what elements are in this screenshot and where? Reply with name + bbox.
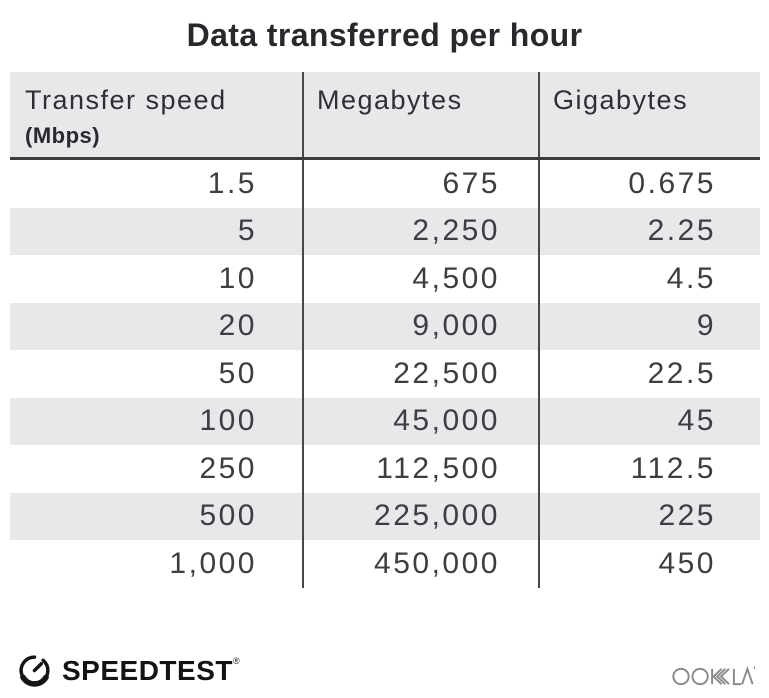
footer: SPEEDTEST® (0, 642, 769, 698)
ookla-wordmark-icon (672, 665, 756, 686)
speedtest-wordmark: SPEEDTEST® (62, 654, 240, 686)
table-body: 1.5 675 0.675 5 2,250 2.25 10 4,500 4.5 … (10, 160, 760, 588)
header-label: Transfer speed (25, 85, 227, 115)
cell-megabytes: 450,000 (302, 540, 538, 588)
speedtest-gauge-icon (19, 655, 50, 687)
cell-gigabytes: 22.5 (538, 350, 760, 398)
cell-gigabytes: 0.675 (538, 160, 760, 208)
cell-speed: 250 (199, 451, 257, 485)
data-table: Transfer speed (Mbps) Megabytes Gigabyte… (10, 72, 760, 588)
cell-megabytes: 22,500 (302, 350, 538, 398)
cell-megabytes: 9,000 (302, 302, 538, 350)
cell-megabytes: 225,000 (302, 492, 538, 540)
header-sublabel-mbps: (Mbps) (25, 123, 101, 148)
cell-gigabytes: 45 (538, 397, 760, 445)
speedtest-label: SPEEDTEST (62, 654, 233, 686)
cell-speed: 1.5 (207, 166, 257, 200)
speedtest-logo: SPEEDTEST® (16, 652, 240, 689)
cell-megabytes: 45,000 (302, 397, 538, 445)
header-label: Megabytes (317, 85, 463, 115)
header-cell-gigabytes: Gigabytes (538, 72, 760, 157)
ookla-logo (672, 662, 756, 688)
cell-megabytes: 2,250 (302, 207, 538, 255)
header-label: Gigabytes (553, 85, 689, 115)
header-cell-megabytes: Megabytes (302, 72, 538, 157)
table-row: 500 225,000 225 (10, 492, 760, 540)
cell-speed: 50 (218, 356, 257, 390)
cell-gigabytes: 225 (538, 492, 760, 540)
cell-speed: 10 (218, 261, 257, 295)
cell-speed: 5 (237, 214, 257, 248)
table-row: 1,000 450,000 450 (10, 540, 760, 588)
cell-speed: 20 (218, 309, 257, 343)
cell-gigabytes: 2.25 (538, 207, 760, 255)
table-header-row: Transfer speed (Mbps) Megabytes Gigabyte… (10, 72, 760, 160)
page-title: Data transferred per hour (186, 17, 583, 53)
table-row: 50 22,500 22.5 (10, 350, 760, 398)
cell-gigabytes: 4.5 (538, 255, 760, 303)
table-row: 100 45,000 45 (10, 397, 760, 445)
cell-megabytes: 4,500 (302, 255, 538, 303)
header-cell-transfer-speed: Transfer speed (Mbps) (10, 72, 302, 157)
cell-speed: 1,000 (169, 546, 257, 580)
table-row: 1.5 675 0.675 (10, 160, 760, 208)
registered-mark: ® (232, 655, 240, 666)
table-row: 10 4,500 4.5 (10, 255, 760, 303)
cell-gigabytes: 112.5 (538, 445, 760, 493)
cell-speed: 500 (199, 499, 257, 533)
table-row: 250 112,500 112.5 (10, 445, 760, 493)
cell-gigabytes: 450 (538, 540, 760, 588)
table-row: 20 9,000 9 (10, 302, 760, 350)
cell-megabytes: 675 (302, 160, 538, 208)
table-row: 5 2,250 2.25 (10, 207, 760, 255)
cell-megabytes: 112,500 (302, 445, 538, 493)
cell-speed: 100 (199, 404, 257, 438)
cell-gigabytes: 9 (538, 302, 760, 350)
